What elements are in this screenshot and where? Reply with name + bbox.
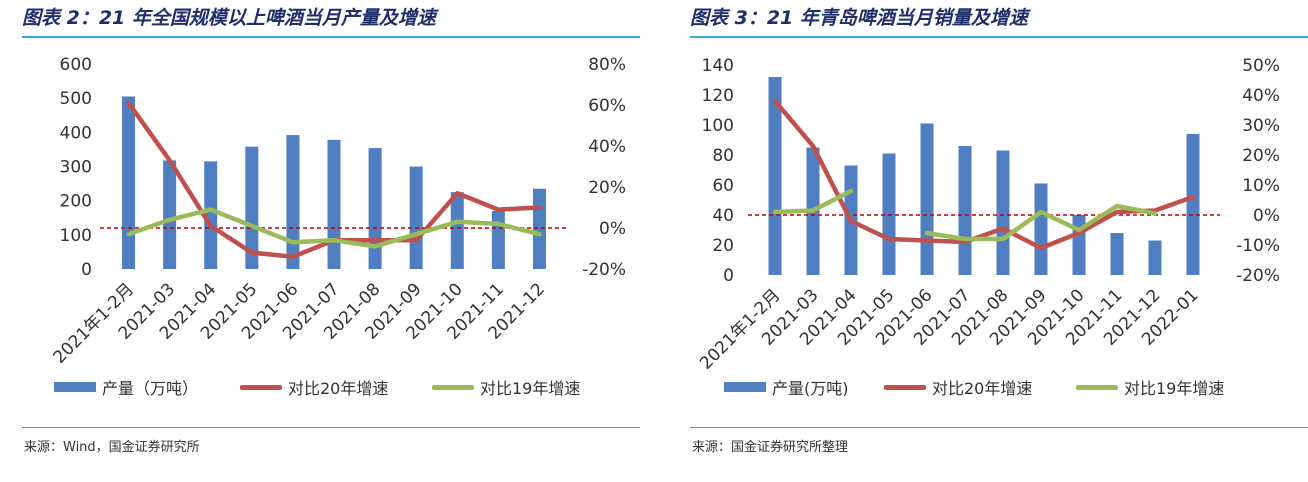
bar	[958, 146, 972, 275]
y-left-tick-label: 300	[60, 158, 92, 178]
bar	[204, 161, 218, 269]
y-left-tick-label: 80	[712, 146, 734, 166]
legend-swatch-line	[240, 384, 282, 390]
bar	[245, 146, 259, 269]
y-right-tick-label: -20%	[1236, 266, 1280, 286]
combo-chart: 600500400300200100080%60%40%20%0%-20%202…	[50, 55, 626, 368]
bar	[1148, 240, 1162, 275]
legend-item-production: 产量（万吨）	[54, 372, 198, 402]
bar	[122, 96, 136, 269]
legend-label: 对比20年增速	[932, 379, 1033, 398]
y-left-tick-label: 400	[60, 123, 92, 143]
y-left-tick-label: 500	[60, 89, 92, 109]
legend-swatch-bar	[724, 382, 766, 392]
y-left-tick-label: 100	[60, 226, 92, 246]
line-vs-2019	[126, 207, 542, 249]
line-vs-2019	[924, 203, 1158, 242]
bar	[768, 77, 782, 275]
title-rule	[690, 36, 1308, 38]
y-left-tick-label: 140	[702, 56, 734, 76]
chart-panel-tsingtao-beer: 图表 3：21 年青岛啤酒当月销量及增速 140 120 100 80 60 40 20 0 5…	[668, 0, 1308, 482]
y-left-tick-label: 20	[712, 236, 734, 256]
y-right-tick-label: 20%	[1242, 146, 1280, 166]
y-right-tick-label: 60%	[588, 96, 626, 116]
y-left-tick-label: 0	[723, 266, 734, 286]
legend-label: 产量(万吨)	[772, 379, 849, 398]
bar	[163, 160, 177, 269]
bar	[450, 192, 464, 269]
bar	[532, 188, 546, 269]
bar	[491, 210, 505, 269]
source-note: 来源：Wind，国金证券研究所	[24, 440, 200, 455]
chart-panel-national-beer: 图表 2：21 年全国规模以上啤酒当月产量及增速 600 500 400 300 200…	[0, 0, 640, 482]
y-right-tick-label: 40%	[588, 137, 626, 157]
y-left-tick-label: 60	[712, 176, 734, 196]
line-vs-2019	[772, 188, 854, 215]
legend-label: 对比19年增速	[1124, 379, 1225, 398]
legend-label: 产量（万吨）	[102, 379, 199, 398]
legend-item-vs-2019: 对比19年增速	[432, 372, 580, 402]
bar	[996, 150, 1010, 275]
y-left-tick-label: 600	[60, 55, 92, 75]
bar	[1034, 183, 1048, 275]
bar	[1186, 134, 1200, 275]
bar	[286, 135, 300, 269]
footer-rule	[22, 427, 640, 428]
legend-swatch-line	[1076, 384, 1118, 390]
bar	[1072, 215, 1086, 275]
y-right-tick-label: 0%	[599, 219, 626, 239]
legend-item-production: 产量(万吨)	[724, 372, 849, 402]
bar	[327, 139, 341, 269]
y-right-tick-label: -10%	[1236, 236, 1280, 256]
y-right-tick-label: 50%	[1242, 56, 1280, 76]
y-right-tick-label: 30%	[1242, 116, 1280, 136]
bar	[1110, 233, 1124, 275]
legend-item-vs-2020: 对比20年增速	[240, 372, 388, 402]
legend-label: 对比20年增速	[288, 379, 389, 398]
figure-title: 图表 2：21 年全国规模以上啤酒当月产量及增速	[22, 7, 436, 29]
y-right-tick-label: 0%	[1253, 206, 1280, 226]
bar	[920, 123, 934, 275]
line-vs-2020	[772, 98, 1196, 251]
y-right-tick-label: 10%	[1242, 176, 1280, 196]
y-right-tick-label: 40%	[1242, 86, 1280, 106]
legend-swatch-line	[432, 384, 474, 390]
title-rule	[22, 36, 640, 38]
bar	[368, 148, 382, 269]
y-left-tick-label: 120	[702, 86, 734, 106]
y-right-tick-label: 20%	[588, 178, 626, 198]
y-left-tick-label: 100	[702, 116, 734, 136]
legend-label: 对比19年增速	[480, 379, 581, 398]
legend-item-vs-2019: 对比19年增速	[1076, 372, 1224, 402]
legend-item-vs-2020: 对比20年增速	[884, 372, 1032, 402]
y-left-tick-label: 0	[81, 260, 92, 280]
legend-swatch-line	[884, 384, 926, 390]
legend-swatch-bar	[54, 382, 96, 392]
y-left-tick-label: 200	[60, 192, 92, 212]
y-left-tick-label: 40	[712, 206, 734, 226]
y-right-tick-label: -20%	[582, 260, 626, 280]
y-right-tick-label: 80%	[588, 55, 626, 75]
footer-rule	[690, 427, 1308, 428]
bar	[409, 166, 423, 269]
source-note: 来源：国金证券研究所整理	[692, 440, 849, 455]
combo-chart: 140 120 100 80 60 40 20 0 50% 40% 30% 20% 10% 0% -10% -…	[696, 56, 1280, 374]
figure-title: 图表 3：21 年青岛啤酒当月销量及增速	[690, 7, 1028, 29]
